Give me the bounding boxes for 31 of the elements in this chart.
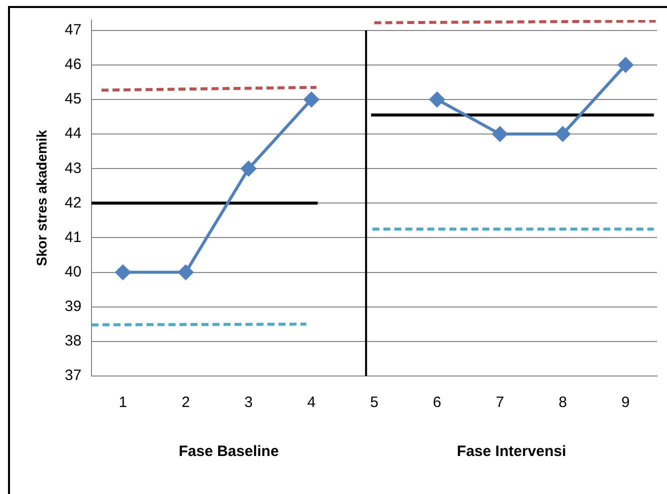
y-tick-label: 40 [64, 263, 82, 280]
point [241, 161, 256, 176]
y-tick-label: 45 [64, 90, 82, 108]
point [555, 126, 570, 142]
x-tick-label: 1 [118, 394, 128, 412]
y-tick-label: 44 [64, 125, 82, 142]
point [178, 264, 194, 280]
y-axis-title: Skor stres akademik [33, 130, 50, 266]
point [115, 264, 130, 280]
y-tick-label: 38 [64, 332, 82, 350]
x-tick-label: 8 [558, 394, 567, 412]
x-tick-label: 2 [182, 394, 190, 412]
y-tick-label: 43 [64, 160, 82, 177]
point [492, 126, 508, 142]
text: Fase Intervensi [456, 443, 566, 460]
x-tick-label: 4 [307, 394, 316, 412]
x-tick-label: 5 [370, 394, 378, 412]
point [430, 92, 445, 107]
x-tick-label: 9 [621, 394, 630, 412]
y-tick-label: 47 [64, 22, 82, 39]
point [618, 57, 634, 72]
x-tick-label: 6 [432, 394, 442, 412]
text: Fase Baseline [178, 443, 279, 460]
x-tick-label: 3 [244, 394, 253, 412]
y-tick-label: 41 [64, 228, 82, 246]
y-tick-label: 46 [64, 56, 82, 74]
point [304, 92, 319, 107]
y-tick-label: 37 [64, 367, 82, 384]
x-tick-label: 7 [496, 394, 504, 412]
y-tick-label: 42 [64, 194, 82, 212]
y-tick-label: 39 [64, 298, 82, 316]
